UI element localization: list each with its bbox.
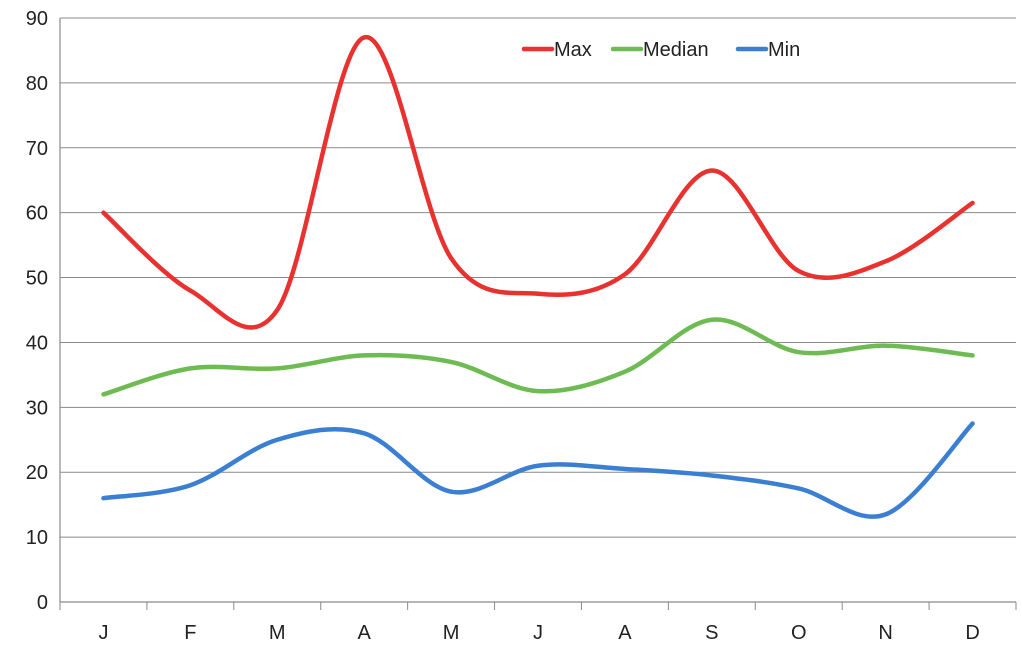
- series-line-min: [101, 421, 975, 519]
- legend-item-median: Median: [610, 39, 709, 61]
- data-point-min: [362, 431, 366, 435]
- data-point-min: [623, 467, 627, 471]
- legend-label-max: Max: [554, 39, 592, 61]
- data-point-median: [623, 370, 627, 374]
- data-point-max: [623, 272, 627, 276]
- series-line-median: [101, 317, 975, 397]
- legend-item-max: Max: [521, 39, 592, 61]
- x-tick-label: M: [443, 622, 460, 643]
- data-point-max: [362, 35, 366, 39]
- gridlines: [60, 17, 1016, 538]
- y-tick-label: 0: [37, 592, 48, 614]
- data-point-min: [101, 496, 105, 500]
- x-tick-label: A: [358, 622, 372, 643]
- data-point-min: [710, 473, 714, 477]
- data-point-max: [797, 269, 801, 273]
- x-tick-label: N: [878, 622, 892, 643]
- y-tick-label: 40: [26, 332, 48, 354]
- x-tick-label: J: [533, 622, 543, 643]
- data-point-min: [971, 422, 975, 426]
- y-tick-label: 20: [26, 462, 48, 484]
- data-point-min: [449, 490, 453, 494]
- data-point-max: [101, 211, 105, 215]
- y-tick-label: 60: [26, 203, 48, 225]
- y-tick-label: 80: [26, 73, 48, 95]
- legend-label-min: Min: [768, 39, 800, 61]
- legend-label-median: Median: [643, 39, 709, 61]
- data-point-median: [275, 366, 279, 370]
- data-point-min: [884, 512, 888, 516]
- series-line-max: [101, 35, 975, 330]
- x-tick-label: M: [269, 622, 286, 643]
- axes: 0 10 20 30 40 50 60 70 80 90 J F M A M J A S O N D: [26, 8, 1017, 644]
- y-tick-label: 10: [26, 527, 48, 549]
- y-tick-label: 70: [26, 138, 48, 160]
- series-lines: [101, 35, 975, 519]
- y-tick-label: 90: [26, 8, 48, 30]
- data-point-median: [188, 366, 192, 370]
- data-point-max: [884, 259, 888, 263]
- data-point-median: [362, 353, 366, 357]
- data-point-median: [101, 392, 105, 396]
- y-tick-label: 50: [26, 268, 48, 290]
- data-point-min: [275, 438, 279, 442]
- data-point-median: [449, 360, 453, 364]
- legend-item-min: Min: [735, 39, 800, 61]
- data-point-min: [797, 486, 801, 490]
- data-point-max: [275, 308, 279, 312]
- data-point-median: [884, 344, 888, 348]
- x-tick-label: F: [184, 622, 196, 643]
- data-point-min: [536, 464, 540, 468]
- data-point-min: [188, 483, 192, 487]
- data-point-max: [449, 256, 453, 260]
- x-tick-label: D: [965, 622, 979, 643]
- legend: Max Median Min: [521, 39, 800, 61]
- x-tick-label: O: [791, 622, 807, 643]
- data-point-max: [710, 168, 714, 172]
- data-point-max: [536, 292, 540, 296]
- data-point-median: [971, 353, 975, 357]
- x-tick-label: A: [618, 622, 632, 643]
- data-point-max: [971, 201, 975, 205]
- y-tick-label: 30: [26, 397, 48, 419]
- x-tick-label: S: [705, 622, 718, 643]
- data-point-median: [536, 389, 540, 393]
- data-point-median: [710, 318, 714, 322]
- data-point-max: [188, 289, 192, 293]
- x-tick-label: J: [98, 622, 108, 643]
- data-point-median: [797, 350, 801, 354]
